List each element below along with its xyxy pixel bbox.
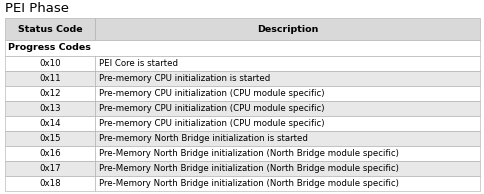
Bar [95,71,479,86]
Text: Status Code: Status Code [17,24,82,34]
Text: Pre-memory CPU initialization (CPU module specific): Pre-memory CPU initialization (CPU modul… [99,104,324,113]
Bar [95,131,479,146]
Text: 0x16: 0x16 [39,149,60,158]
Text: Pre-Memory North Bridge initialization (North Bridge module specific): Pre-Memory North Bridge initialization (… [99,164,398,173]
Text: Pre-Memory North Bridge initialization (North Bridge module specific): Pre-Memory North Bridge initialization (… [99,179,398,188]
Bar [5,71,95,86]
Bar [95,101,479,116]
Text: 0x15: 0x15 [39,134,60,143]
Text: Description: Description [257,24,318,34]
Text: 0x18: 0x18 [39,179,60,188]
Text: Pre-memory CPU initialization is started: Pre-memory CPU initialization is started [99,74,270,83]
Bar [5,131,95,146]
Text: 0x17: 0x17 [39,164,60,173]
Bar [5,176,95,191]
Bar [95,18,479,40]
Bar [95,176,479,191]
Text: Pre-memory North Bridge initialization is started: Pre-memory North Bridge initialization i… [99,134,307,143]
Text: PEI Core is started: PEI Core is started [99,59,178,68]
Text: 0x11: 0x11 [39,74,60,83]
Text: Pre-memory CPU initialization (CPU module specific): Pre-memory CPU initialization (CPU modul… [99,89,324,98]
Bar [95,161,479,176]
Text: Progress Codes: Progress Codes [8,43,91,53]
Bar [5,161,95,176]
Bar [5,40,479,56]
Text: Pre-memory CPU initialization (CPU module specific): Pre-memory CPU initialization (CPU modul… [99,119,324,128]
Bar [95,56,479,71]
Bar [95,146,479,161]
Bar [5,56,95,71]
Text: PEI Phase: PEI Phase [5,2,69,15]
Bar [95,86,479,101]
Text: 0x10: 0x10 [39,59,60,68]
Text: 0x13: 0x13 [39,104,60,113]
Bar [5,18,95,40]
Text: 0x14: 0x14 [39,119,60,128]
Bar [95,116,479,131]
Bar [5,101,95,116]
Text: Pre-Memory North Bridge initialization (North Bridge module specific): Pre-Memory North Bridge initialization (… [99,149,398,158]
Bar [5,86,95,101]
Bar [5,116,95,131]
Bar [5,146,95,161]
Text: 0x12: 0x12 [39,89,60,98]
